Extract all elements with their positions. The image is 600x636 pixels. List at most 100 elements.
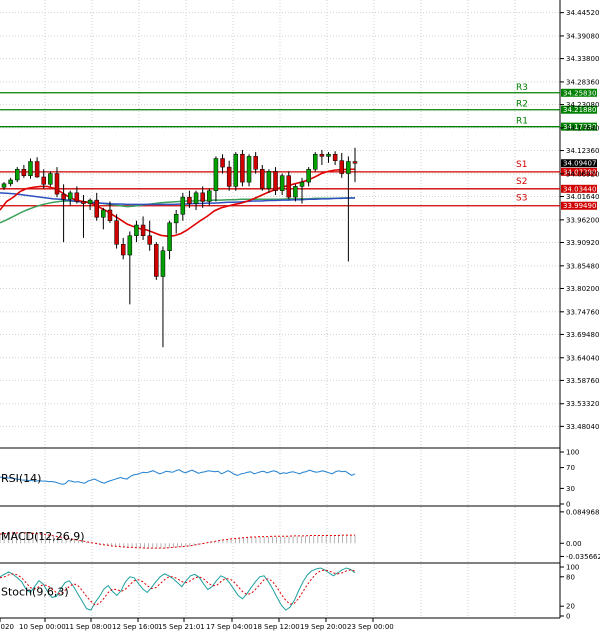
candles (1, 147, 358, 348)
time-tick-label: 15 Sep 21:01 (158, 623, 205, 631)
price-tick-label: 34.44520 (566, 9, 599, 17)
price-tick-label: 33.69480 (566, 331, 599, 339)
level-price-box-s3 (561, 201, 597, 210)
candle-up (233, 153, 239, 187)
candle-up (8, 179, 13, 185)
price-tick-label: 33.96200 (566, 216, 599, 224)
macd-tick-label: 0.084968 (566, 508, 599, 516)
level-price-box-r3 (561, 88, 597, 97)
level-price-label-r1: 34.17930 (563, 123, 596, 131)
rsi-line (0, 469, 356, 485)
candle-down (220, 158, 225, 168)
candle-down (260, 169, 265, 189)
candle-down (273, 171, 278, 191)
candle-up (213, 158, 219, 191)
price-axis: 34.44520 34.39080 34.33800 34.28360 34.23080… (560, 9, 599, 431)
level-price-box-r1 (561, 122, 597, 131)
price-tick-label: 34.23080 (566, 101, 599, 109)
candle-up (14, 169, 20, 181)
macd-label: MACD(12,26,9) (1, 530, 85, 543)
current-price-label: 34.09407 (563, 160, 596, 168)
price-tick-label: 34.28360 (566, 78, 599, 86)
candle-down (34, 161, 40, 178)
candle-down (319, 153, 325, 157)
level-price-label-s3: 33.99490 (563, 202, 596, 210)
candle-up (266, 171, 272, 189)
price-tick-label: 33.90920 (566, 239, 599, 247)
candle-up (127, 235, 133, 256)
stoch-label: Stoch(9,6,3) (1, 586, 69, 599)
level-name-s3: S3 (516, 194, 527, 204)
candle-up (193, 192, 199, 204)
level-price-label-s2: 34.03440 (563, 185, 596, 193)
candle-up (173, 214, 179, 224)
stoch-tick-label: 100 (566, 564, 579, 572)
candle-down (120, 244, 126, 256)
macd-panel: 0.084968 0.00 -0.035662 MACD(12,26,9) (0, 508, 600, 561)
level-name-r2: R2 (516, 100, 528, 110)
candle-down (147, 235, 152, 245)
time-tick-label: 17 Sep 04:00 (206, 623, 253, 631)
price-tick-label: 33.85480 (566, 262, 599, 270)
time-tick-label: 18 Sep 12:00 (253, 623, 300, 631)
candle-down (339, 160, 345, 174)
level-price-label-r2: 34.21880 (563, 106, 596, 114)
rsi-tick-label: 30 (566, 485, 575, 493)
candle-down (352, 161, 358, 164)
level-price-box-s2 (561, 184, 597, 193)
candle-down (61, 193, 66, 200)
candle-down (154, 244, 159, 277)
candle-down (94, 199, 99, 218)
candle-down (81, 201, 86, 204)
time-tick-label: 9 Sep 2020 (0, 623, 14, 631)
candle-down (240, 153, 245, 183)
candle-up (293, 186, 298, 198)
price-tick-label: 34.39080 (566, 32, 599, 40)
candle-up (346, 161, 351, 174)
candle-up (299, 181, 305, 187)
price-tick-label: 34.06920 (566, 170, 599, 178)
time-tick-label: 12 Sep 16:00 (112, 623, 159, 631)
level-name-r1: R1 (516, 117, 528, 127)
candle-down (74, 192, 80, 202)
macd-tick-label: -0.035662 (566, 553, 600, 561)
macd-signal-line (0, 532, 355, 549)
price-tick-label: 34.12360 (566, 147, 599, 155)
grid (0, 0, 560, 618)
rsi-label: RSI(14) (1, 472, 41, 485)
candle-up (160, 250, 166, 277)
candle-up (48, 173, 53, 185)
price-tick-label: 33.64040 (566, 354, 599, 362)
price-tick-label: 34.33800 (566, 55, 599, 63)
candle-up (87, 199, 93, 204)
candle-up (313, 153, 318, 170)
price-tick-label: 33.74760 (566, 308, 599, 316)
time-tick-label: 10 Sep 00:00 (19, 623, 66, 631)
price-tick-label: 33.53320 (566, 400, 599, 408)
candle-up (134, 224, 139, 236)
candle-up (306, 169, 311, 183)
candle-down (226, 166, 232, 187)
candle-down (21, 169, 27, 176)
level-price-box-r2 (561, 105, 597, 114)
rsi-tick-label: 70 (566, 464, 575, 472)
level-name-s1: S1 (516, 160, 527, 170)
stoch-tick-label: 0 (566, 613, 570, 621)
macd-tick-label: 0.00 (566, 540, 582, 548)
candle-down (200, 192, 205, 202)
price-tick-label: 33.58760 (566, 377, 599, 385)
stoch-tick-label: 80 (566, 573, 575, 581)
stoch-signal-line (0, 569, 356, 606)
stoch-tick-label: 20 (566, 603, 575, 611)
candle-up (67, 192, 73, 200)
candle-down (41, 176, 46, 185)
level-price-label-s1: 34.07390 (563, 168, 596, 176)
candle-down (187, 196, 192, 204)
candle-down (140, 224, 146, 236)
time-tick-label: 19 Sep 20:00 (300, 623, 347, 631)
candle-up (326, 153, 331, 157)
level-price-label-r3: 34.25830 (563, 89, 596, 97)
